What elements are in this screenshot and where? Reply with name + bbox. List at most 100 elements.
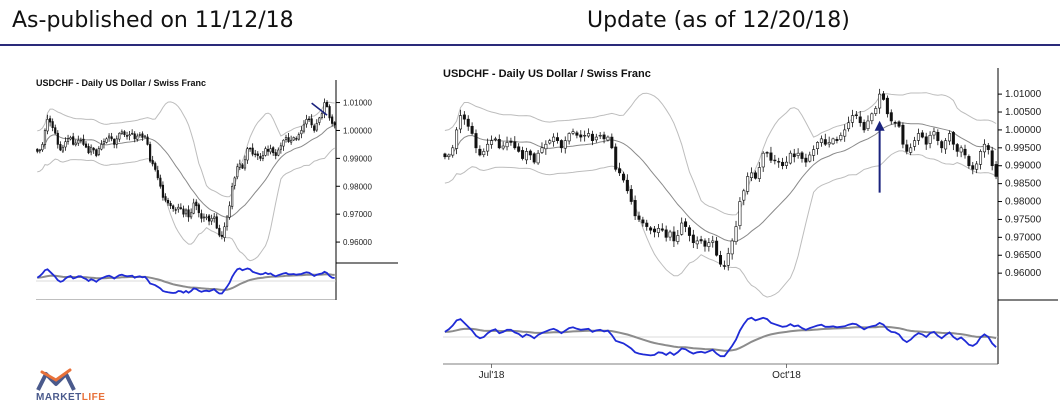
candle	[982, 139, 986, 158]
candle-body	[228, 205, 231, 218]
candle	[128, 130, 131, 141]
candle	[92, 146, 95, 154]
candle	[102, 138, 106, 149]
candle-body	[971, 165, 975, 170]
candle	[138, 132, 141, 138]
candle	[100, 140, 103, 151]
candle	[610, 133, 614, 150]
candle-body	[769, 152, 773, 161]
candle	[72, 132, 75, 146]
candle-body	[928, 134, 932, 144]
candle	[913, 136, 917, 151]
candle-body	[290, 139, 293, 143]
candle	[885, 95, 889, 118]
candle-body	[315, 123, 318, 131]
y-tick-label: 0.99500	[1005, 143, 1042, 154]
candle	[839, 132, 843, 142]
candle-body	[269, 148, 272, 153]
candle	[447, 153, 451, 160]
candle	[486, 138, 490, 156]
candle-body	[102, 141, 106, 145]
candle	[796, 148, 800, 159]
candle	[66, 134, 70, 145]
candle	[69, 135, 72, 141]
candle-body	[544, 143, 548, 150]
candle-body	[730, 240, 734, 255]
candle-body	[87, 146, 90, 154]
candle-body	[300, 130, 303, 135]
candle-body	[200, 213, 203, 219]
candle	[213, 213, 216, 223]
candle	[816, 141, 820, 155]
candle-body	[69, 137, 72, 140]
candle	[478, 145, 482, 157]
candle-body	[532, 153, 536, 163]
candle	[916, 128, 920, 145]
candle	[831, 137, 835, 145]
candle-body	[447, 154, 451, 157]
candle-body	[703, 240, 707, 247]
candle	[513, 136, 517, 150]
candle	[51, 118, 54, 132]
candle	[202, 213, 206, 222]
candle-body	[238, 163, 241, 168]
candle	[166, 197, 170, 206]
candle-body	[579, 134, 583, 138]
candle	[750, 167, 754, 182]
candle-body	[734, 226, 738, 242]
candle-body	[243, 159, 247, 169]
candle	[614, 143, 618, 172]
candle	[200, 209, 203, 223]
candle	[509, 137, 513, 146]
candle-body	[621, 173, 625, 181]
logo-text-accent: LIFE	[81, 392, 106, 403]
y-tick-label: 1.00000	[1005, 125, 1042, 136]
candle-body	[177, 206, 180, 210]
candle	[46, 114, 49, 135]
candle-body	[231, 185, 234, 207]
candle	[936, 129, 940, 146]
oscillator-signal-line	[37, 273, 335, 291]
candle-body	[874, 108, 878, 114]
candle-body	[850, 115, 854, 123]
candle	[676, 229, 680, 245]
y-tick-label: 1.01000	[343, 99, 372, 108]
candle-body	[84, 143, 88, 148]
candle	[223, 222, 226, 242]
candle-body	[536, 152, 540, 164]
candle-body	[310, 118, 313, 126]
candle	[932, 127, 936, 140]
candle-body	[251, 147, 254, 155]
candle-body	[955, 144, 959, 152]
candle-body	[571, 131, 575, 134]
candle	[118, 132, 121, 142]
candle	[571, 128, 575, 136]
candle	[107, 133, 111, 142]
candle	[82, 134, 85, 146]
candle	[261, 150, 265, 162]
candle-body	[179, 207, 182, 209]
candle-body	[236, 166, 239, 178]
marketlife-logo-icon	[36, 368, 76, 391]
candle-body	[274, 152, 277, 156]
candle-body	[718, 255, 723, 265]
candle	[579, 130, 583, 142]
candle	[443, 152, 447, 160]
candle	[49, 115, 52, 127]
candle-body	[220, 234, 223, 237]
y-tick-label: 0.99000	[1005, 161, 1042, 172]
candle-body	[328, 106, 331, 119]
candle-body	[641, 219, 645, 224]
candle-body	[594, 136, 598, 141]
candle	[536, 150, 540, 165]
candle-body	[796, 152, 800, 156]
candle	[598, 132, 602, 139]
candle-body	[207, 215, 211, 222]
candle-body	[141, 133, 144, 138]
candle	[986, 142, 990, 155]
candle-body	[66, 138, 70, 142]
candle	[215, 213, 218, 230]
candle	[169, 200, 172, 209]
candle-body	[223, 226, 226, 238]
upper-band-line	[444, 92, 997, 216]
